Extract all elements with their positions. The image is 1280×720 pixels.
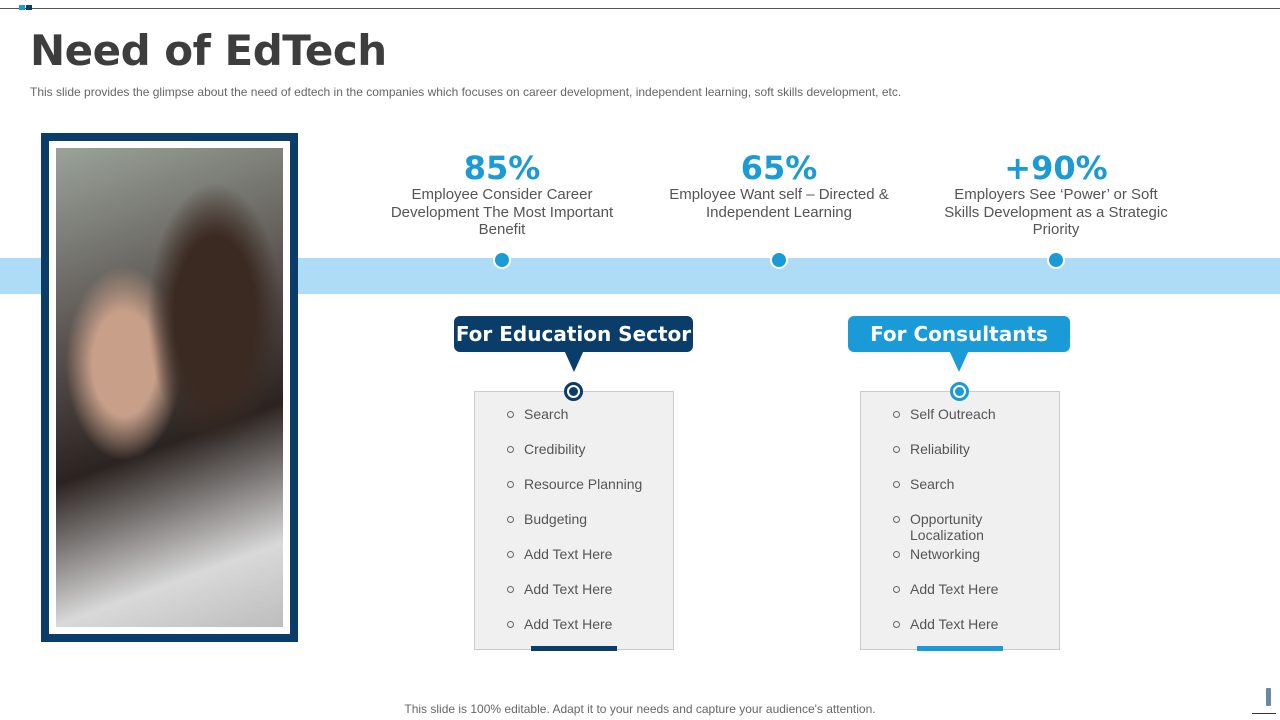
accent-square [26,5,32,10]
accent-bar [531,646,617,651]
students-photo [56,148,283,627]
page-subtitle: This slide provides the glimpse about th… [30,85,902,99]
pencil-icon [1266,688,1271,706]
accent-bar [917,646,1003,651]
stat-desc: Employers See ‘Power’ or Soft Skills Dev… [944,186,1168,238]
list-item: Networking [861,546,1059,581]
stat-2: 65% Employee Want self – Directed & Indep… [664,150,894,221]
ring-icon [564,382,583,401]
list-item: Resource Planning [475,476,673,511]
stat-1: 85% Employee Consider Career Development … [387,150,617,239]
page-title: Need of EdTech [30,26,387,75]
education-list: Search Credibility Resource Planning Bud… [474,391,674,650]
list-item: Add Text Here [475,616,673,651]
ring-icon [950,382,969,401]
list-item: Search [475,406,673,441]
stat-desc: Employee Consider Career Development The… [390,186,614,238]
list-item: Add Text Here [861,616,1059,651]
timeline-dot [1047,251,1065,269]
list-item: Self Outreach [861,406,1059,441]
education-sector-label: For Education Sector [454,316,693,372]
list-item: Budgeting [475,511,673,546]
photo-frame [41,133,298,642]
timeline-dot [493,251,511,269]
list-item: Reliability [861,441,1059,476]
pencil-underline [1252,713,1276,714]
stat-value: +90% [1004,149,1108,187]
accent-square [19,5,25,10]
list-item: Add Text Here [861,581,1059,616]
list-item: Add Text Here [475,581,673,616]
stat-value: 65% [740,149,818,187]
top-rule [0,8,1280,9]
stat-desc: Employee Want self – Directed & Independ… [669,186,889,221]
consultants-list: Self Outreach Reliability Search Opportu… [860,391,1060,650]
list-item: Opportunity Localization [861,511,1059,546]
stat-3: +90% Employers See ‘Power’ or Soft Skills… [941,150,1171,239]
list-item: Search [861,476,1059,511]
list-item: Add Text Here [475,546,673,581]
timeline-dot [770,251,788,269]
footer-note: This slide is 100% editable. Adapt it to… [404,702,876,716]
stat-value: 85% [463,149,541,187]
consultants-label: For Consultants [848,316,1070,372]
list-item: Credibility [475,441,673,476]
